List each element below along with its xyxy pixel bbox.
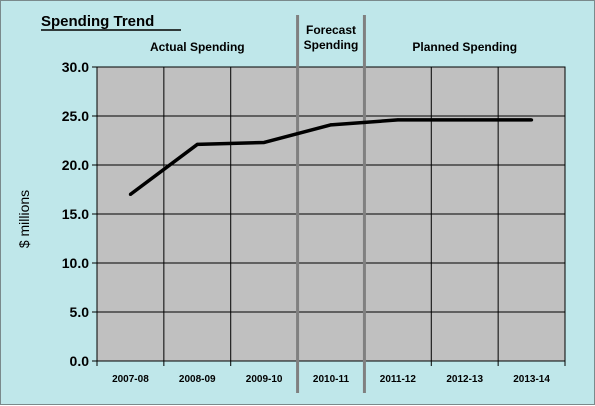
y-tick-label: 0.0 bbox=[70, 353, 90, 369]
data-point bbox=[128, 192, 133, 196]
y-tick-label: 5.0 bbox=[70, 304, 90, 320]
section-label: Planned Spending bbox=[412, 40, 517, 54]
y-axis-label: $ millions bbox=[16, 190, 32, 248]
text-group: Spending Trend $ millions 0.0 5.0 10.0 15.0… bbox=[16, 13, 550, 385]
y-tick-label: 10.0 bbox=[62, 255, 89, 271]
chart-title: Spending Trend bbox=[41, 13, 154, 30]
x-tick-label: 2007-08 bbox=[112, 374, 149, 385]
section-label: Spending bbox=[304, 38, 359, 52]
data-point bbox=[463, 118, 467, 122]
x-tick-label: 2013-14 bbox=[513, 374, 550, 385]
x-tick-label: 2012-13 bbox=[446, 374, 483, 385]
y-tick-label: 20.0 bbox=[62, 157, 89, 173]
y-tick-label: 15.0 bbox=[62, 206, 89, 222]
data-point bbox=[195, 142, 199, 147]
x-tick-label: 2008-09 bbox=[179, 374, 216, 385]
x-tick-label: 2009-10 bbox=[246, 374, 283, 385]
section-label: Actual Spending bbox=[150, 40, 245, 54]
x-tick-label: 2010-11 bbox=[313, 374, 350, 385]
plot-area-group bbox=[92, 15, 566, 393]
section-label: Forecast bbox=[306, 23, 356, 37]
x-tick-label: 2011-12 bbox=[380, 374, 417, 385]
data-point bbox=[262, 140, 266, 145]
data-point bbox=[529, 118, 534, 122]
data-point bbox=[329, 123, 333, 127]
y-tick-label: 25.0 bbox=[62, 108, 89, 124]
data-point bbox=[396, 118, 400, 122]
y-tick-label: 30.0 bbox=[62, 59, 89, 75]
